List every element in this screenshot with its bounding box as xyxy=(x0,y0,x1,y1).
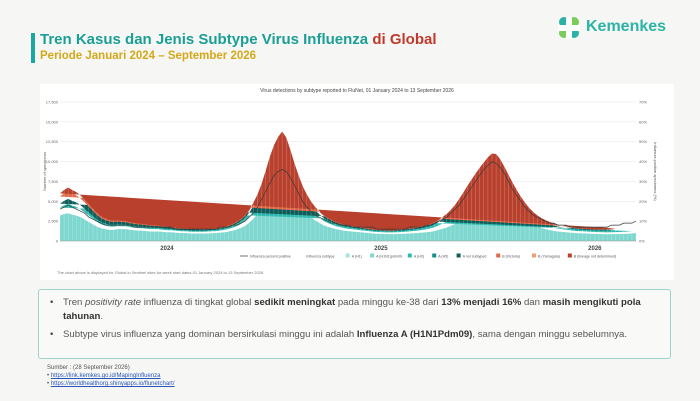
source-link-1-row: • https://link.kemkes.go.id/MapingInflue… xyxy=(47,373,161,379)
b2-text-1: Subtype virus influenza yang dominan ber… xyxy=(63,329,357,340)
legend-swatch xyxy=(345,253,350,258)
b1-text-9: . xyxy=(100,311,103,322)
legend-label: Influenza percent positive xyxy=(250,254,291,258)
y2-tick-label: 20% xyxy=(639,199,647,204)
summary-bullet-1: Tren positivity rate influenza di tingka… xyxy=(50,296,653,324)
y-tick-label: 5,000 xyxy=(48,199,59,204)
b1-text-5: pada minggu ke-38 dari xyxy=(335,297,442,308)
y2-tick-label: 40% xyxy=(639,159,647,164)
y-tick-label: 2,500 xyxy=(48,219,59,224)
y-tick-label: 17,500 xyxy=(46,100,59,105)
legend-swatch xyxy=(567,253,572,258)
legend-label: A (H5) xyxy=(438,254,448,258)
b1-text-2: positivity rate xyxy=(85,297,142,308)
b2-text-3: , sama dengan minggu sebelumnya. xyxy=(472,329,628,340)
legend-swatch xyxy=(456,253,461,258)
chart-footnote: The chart above is displayed for Global … xyxy=(57,270,264,275)
title-main: Tren Kasus dan Jenis Subtype Virus Influ… xyxy=(40,31,373,48)
y2-tick-label: 50% xyxy=(639,139,647,144)
legend-label: A (H1N1)pdm09 xyxy=(376,254,402,258)
chart-percent-line xyxy=(59,161,637,230)
legend-swatch xyxy=(432,253,437,258)
page-title: Tren Kasus dan Jenis Subtype Virus Influ… xyxy=(40,31,437,48)
chart-axes: 0 2,500 5,000 7,500 10,000 12,500 15,000 17,500… xyxy=(42,100,658,253)
legend-label: A (H1) xyxy=(352,254,362,258)
y2-axis-title: Influenza positive specimens (%) xyxy=(653,142,658,201)
y2-tick-label: 0% xyxy=(639,239,645,244)
x-year-label: 2025 xyxy=(374,246,388,252)
flunet-chart: Virus detections by subtype reported to … xyxy=(42,84,658,258)
kemenkes-logo: Kemenkes xyxy=(556,15,674,41)
legend-swatch xyxy=(370,253,375,258)
b1-text-3: influenza di tingkat global xyxy=(141,297,255,308)
x-year-label: 2024 xyxy=(160,246,174,252)
kemenkes-emblem-icon xyxy=(558,17,580,39)
summary-box: Tren positivity rate influenza di tingka… xyxy=(38,289,671,359)
y-axis-title: Number of specimens xyxy=(42,152,47,191)
source-label: Sumber : (28 September 2026) xyxy=(47,365,130,371)
percent-positive-line xyxy=(59,161,637,230)
chart-areas xyxy=(59,84,637,241)
legend-label: A not subtyped xyxy=(463,254,487,258)
legend-label: B (Yamagata) xyxy=(538,254,560,258)
legend-label: B (Victoria) xyxy=(502,254,520,258)
title-highlight: di Global xyxy=(372,31,437,48)
logo-text: Kemenkes xyxy=(586,18,667,35)
legend-swatch xyxy=(496,253,501,258)
x-year-label: 2026 xyxy=(588,246,602,252)
y-tick-label: 12,500 xyxy=(46,139,59,144)
source-block: Sumber : (28 September 2026) • https://l… xyxy=(47,364,175,388)
b1-text-8: masih mengikuti pola tahunan xyxy=(63,297,641,322)
y-tick-label: 10,000 xyxy=(46,159,59,164)
b1-text-6: 13% menjadi 16% xyxy=(441,297,522,308)
y2-tick-label: 10% xyxy=(639,219,647,224)
source-link-2-row: • https://worldhealthorg.shinyapps.io/fl… xyxy=(47,381,175,387)
b1-text-7: dan xyxy=(521,297,543,308)
y2-tick-label: 60% xyxy=(639,119,647,124)
legend-label: Influenza subtype xyxy=(306,254,334,258)
y-tick-label: 0 xyxy=(56,239,59,244)
chart-title: Virus detections by subtype reported to … xyxy=(260,88,454,94)
page-subtitle: Periode Januari 2024 – September 2026 xyxy=(40,50,257,62)
title-accent-bar xyxy=(31,33,35,63)
chart-container: Virus detections by subtype reported to … xyxy=(40,84,674,280)
summary-bullet-2: Subtype virus influenza yang dominan ber… xyxy=(50,328,653,342)
y2-tick-label: 70% xyxy=(639,100,647,105)
b2-text-2: Influenza A (H1N1Pdm09) xyxy=(356,329,473,340)
b1-text-1: Tren xyxy=(63,297,86,308)
legend-swatch xyxy=(532,253,536,258)
legend-label: B (lineage not determined) xyxy=(574,254,616,258)
legend-swatch xyxy=(407,253,412,258)
source-link-2[interactable]: https://worldhealthorg.shinyapps.io/flun… xyxy=(50,381,175,387)
source-link-1[interactable]: https://link.kemkes.go.id/MapingInfluenz… xyxy=(50,373,161,379)
legend-label: A (H3) xyxy=(414,254,424,258)
y-tick-label: 15,000 xyxy=(46,119,59,124)
y2-tick-label: 30% xyxy=(639,179,647,184)
y-tick-label: 7,500 xyxy=(48,179,59,184)
chart-legend: Influenza percent positive Influenza subt… xyxy=(240,253,616,258)
b1-text-4: sedikit meningkat xyxy=(254,297,336,308)
series-area xyxy=(60,131,616,231)
